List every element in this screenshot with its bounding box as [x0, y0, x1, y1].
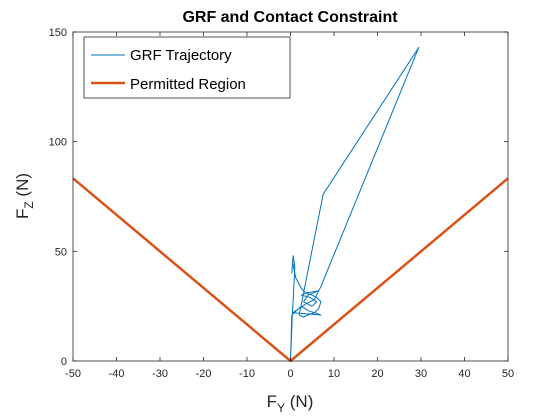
x-tick-label: 20 [371, 368, 383, 380]
y-tick-label: 0 [61, 356, 67, 368]
x-tick-label: -30 [152, 368, 168, 380]
chart-title: GRF and Contact Constraint [182, 9, 398, 26]
x-axis-label: FY (N) [267, 392, 314, 415]
y-tick-label: 100 [49, 137, 67, 149]
legend-box [83, 36, 291, 99]
series-line-grf-trajectory [290, 46, 420, 362]
y-axis-label-main: F [13, 209, 32, 219]
legend-entry-grf-trajectory: GRF Trajectory [130, 47, 232, 64]
y-axis-label-subscript: Z [22, 201, 36, 208]
x-tick-label: 10 [328, 368, 340, 380]
x-tick-label: -10 [239, 368, 255, 380]
x-tick-label: 40 [458, 368, 470, 380]
y-tick-label: 50 [55, 246, 67, 258]
x-tick-label: 50 [502, 368, 514, 380]
y-axis-label: FZ (N) [13, 173, 36, 219]
legend-entry-permitted-region: Permitted Region [130, 76, 246, 93]
x-tick-label: 0 [287, 368, 293, 380]
ticks-layer: -50 -40 -30 -20 -10 0 10 20 30 40 50 0 50 100 150 [49, 27, 514, 380]
x-tick-label: 30 [415, 368, 427, 380]
x-tick-label: -40 [109, 368, 125, 380]
x-axis-label-subscript: Y [277, 401, 285, 415]
x-axis-label-main: F [267, 392, 277, 411]
legend: GRF Trajectory Permitted Region [83, 36, 291, 99]
x-tick-label: -20 [196, 368, 212, 380]
x-axis-label-unit: (N) [285, 392, 313, 411]
y-axis-label-unit: (N) [13, 173, 32, 201]
y-tick-label: 150 [49, 27, 67, 39]
x-tick-label: -50 [65, 368, 81, 380]
